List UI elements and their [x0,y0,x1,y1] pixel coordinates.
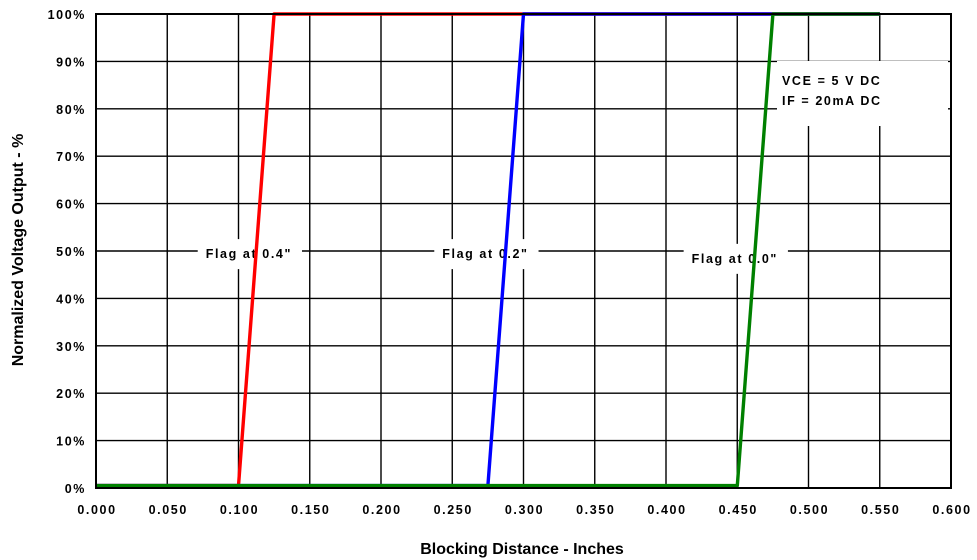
y-tick-label: 10% [56,435,86,449]
condition-if: IF = 20mA DC [782,94,882,108]
y-tick-labels: 0% 10% 20% 30% 40% 50% 60% 70% 80% 90% 100% [48,8,86,496]
x-tick-label: 0.550 [861,503,900,517]
x-tick-label: 0.600 [932,503,971,517]
x-tick-label: 0.100 [220,503,259,517]
x-tick-label: 0.000 [77,503,116,517]
annotation-label: Flag at 0.0" [683,243,788,274]
x-tick-label: 0.400 [647,503,686,517]
conditions-box: VCE = 5 V DC IF = 20mA DC [777,61,948,126]
x-tick-label: 0.050 [149,503,188,517]
annotation-label: Flag at 0.2" [434,239,539,270]
annotation-label: Flag at 0.4" [197,239,302,270]
y-tick-label: 60% [56,198,86,212]
x-tick-label: 0.250 [434,503,473,517]
condition-vce: VCE = 5 V DC [782,74,881,88]
y-tick-label: 90% [56,55,86,69]
annotation-text: Flag at 0.4" [206,247,292,261]
y-tick-label: 20% [56,387,86,401]
plot-frame [95,13,952,489]
x-tick-labels: 0.000 0.050 0.100 0.150 0.200 0.250 0.300 0.350… [77,503,971,517]
annotation-text: Flag at 0.2" [442,247,528,261]
annotation-bg [197,239,302,270]
y-tick-label: 30% [56,340,86,354]
y-tick-label: 50% [56,245,86,259]
y-axis-title: Normalized Voltage Output - % [10,134,27,367]
y-tick-label: 70% [56,150,86,164]
x-tick-label: 0.300 [505,503,544,517]
conditions-box-bg [777,61,948,126]
y-tick-label: 0% [65,482,86,496]
x-tick-label: 0.350 [576,503,615,517]
x-tick-label: 0.150 [291,503,330,517]
annotation-bg [434,239,539,270]
annotation-text: Flag at 0.0" [692,252,778,266]
y-tick-label: 80% [56,103,86,117]
x-tick-label: 0.200 [362,503,401,517]
y-tick-label: 40% [56,292,86,306]
x-tick-label: 0.500 [790,503,829,517]
x-axis-title: Blocking Distance - Inches [420,541,624,558]
y-tick-label: 100% [48,8,86,22]
x-tick-label: 0.450 [719,503,758,517]
annotations: Flag at 0.4" Flag at 0.2" Flag at 0.0" [197,239,788,274]
annotation-bg [683,243,788,274]
